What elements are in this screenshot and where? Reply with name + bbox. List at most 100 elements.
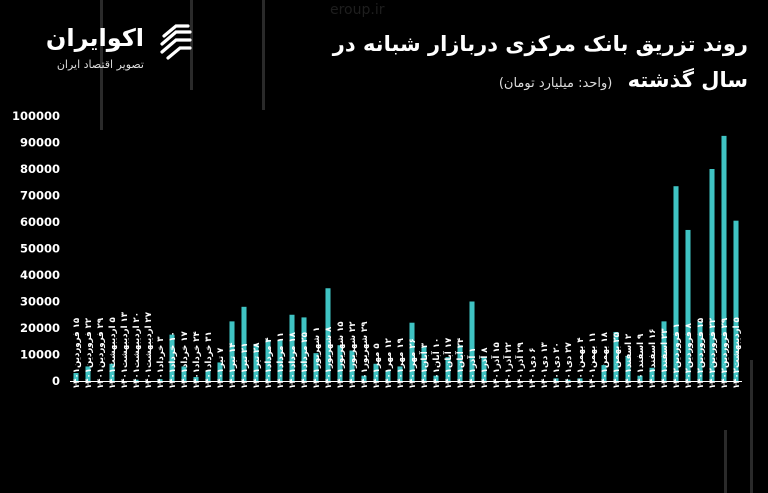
x-tick-label: ۲۷ اردیبهشت۱۴۰۱ [144,311,154,389]
x-tick-label: ۶ دی۱۴۰۱ [528,347,538,389]
y-tick-label: 90000 [20,136,60,150]
bar [709,169,715,381]
x-tick-label: ۸ آذر۱۴۰۱ [478,347,490,389]
x-tick-label: ۱۳ اردیبهشت۱۴۰۱ [120,311,130,389]
bar [649,367,655,381]
bar [733,220,739,381]
bar [157,379,163,381]
brand-logo: اکوایران تصویر اقتصاد ایران [14,16,214,76]
bar [613,331,619,381]
bar [601,365,607,381]
x-tick-label: ۴ بهمن۱۴۰۱ [576,337,586,389]
x-tick-label: ۱۵ فروردین۱۴۰۲ [696,318,706,389]
bar [169,334,175,381]
brand-mark-icon [160,24,192,60]
bar [277,339,283,381]
bar [421,346,427,381]
bar [109,363,115,381]
brand-tagline: تصویر اقتصاد ایران [56,58,144,71]
x-tick-label: ۲۵ بهمن۱۴۰۱ [612,332,622,389]
x-tick-label: ۲ اسفند۱۴۰۱ [624,333,634,389]
x-tick-label: ۱۵ فروردین۱۴۰۱ [72,318,82,389]
x-tick-label: ۵ اردیبهشت۱۴۰۲ [732,317,742,389]
bar [181,366,187,381]
x-tick-label: ۲۰ اردیبهشت۱۴۰۱ [132,312,142,389]
bar [349,350,355,381]
y-tick-label: 50000 [20,242,60,256]
watermark: eroup.ir [330,2,385,18]
y-tick-label: 60000 [20,215,60,229]
bar [565,379,571,381]
x-tick-label: ۱۱ مرداد۱۴۰۱ [276,332,286,389]
unit-note: (واحد: میلیارد تومان) [498,76,613,91]
x-tick-label: ۲۸ تیر۱۴۰۱ [252,342,262,389]
x-tick-label: ۲۹ آذر۱۴۰۱ [514,341,526,389]
bar [385,370,391,381]
x-tick-label: ۳۱ خرداد۱۴۰۱ [204,331,214,389]
x-tick-label: ۲۲ فروردین۱۴۰۱ [84,317,94,389]
x-tick-label: ۲۲ شهریور۱۴۰۱ [348,321,358,389]
chart-title-block: روند تزریق بانک مرکزی دربازار شبانه در س… [308,26,748,102]
bar [85,366,91,381]
x-tick-label: ۱۰ آبان۱۴۰۱ [430,338,442,389]
bar [373,363,379,381]
x-tick-label: ۲۶ مهر۱۴۰۱ [408,338,418,389]
bar [637,375,643,381]
bar [481,357,487,381]
x-tick-label: ۱۹ مهر۱۴۰۱ [396,337,406,389]
x-tick-label: ۲۰ دی۱۴۰۱ [552,342,562,389]
bar [325,288,331,381]
bar [397,366,403,381]
y-tick-label: 30000 [20,295,60,309]
x-tick-label: ۱ آذر۱۴۰۱ [466,347,478,389]
y-tick-label: 100000 [12,109,60,123]
x-tick-label: ۸ فروردین۱۴۰۲ [684,322,694,389]
x-tick-label: ۱۵ شهریور۱۴۰۱ [336,321,346,389]
x-tick-label: ۱۸ بهمن۱۴۰۱ [600,331,610,389]
x-tick-label: ۱۱ بهمن۱۴۰۱ [588,332,598,389]
bar [457,345,463,381]
x-tick-label: ۸ شهریور۱۴۰۱ [324,326,334,389]
x-tick-label: ۱۸ مرداد۱۴۰۱ [288,331,298,389]
y-tick-label: 80000 [20,162,60,176]
bar [265,339,271,381]
x-tick-label: ۲۲ آذر۱۴۰۱ [502,341,514,389]
bar [361,375,367,381]
bar [289,314,295,381]
bar [229,321,235,381]
y-tick-label: 20000 [20,321,60,335]
bar [469,301,475,381]
x-tick-label: ۳ آبان۱۴۰۱ [418,342,430,389]
bar [133,379,139,381]
x-tick-label: ۲۹ شهریور۱۴۰۱ [360,321,370,389]
bar [205,370,211,381]
x-tick-label: ۲۵ مرداد۱۴۰۱ [300,332,310,389]
bar [685,229,691,381]
y-tick-label: 0 [52,374,60,388]
y-tick-label: 10000 [20,348,60,362]
bar [337,345,343,381]
x-tick-label: ۵ اردیبهشت۱۴۰۱ [108,317,118,389]
bar [661,321,667,381]
bar [553,378,559,381]
x-tick-label: ۱۵ آذر۱۴۰۱ [490,342,502,389]
x-tick-label: ۱۷ خرداد۱۴۰۱ [180,330,190,389]
bar [193,377,199,381]
x-tick-label: ۱ فروردین۱۴۰۲ [672,323,682,389]
x-tick-label: ۲۴ خرداد۱۴۰۱ [192,331,202,389]
x-tick-label: ۲۹ فروردین۱۴۰۱ [96,317,106,389]
x-tick-label: ۱۳ دی۱۴۰۱ [540,341,550,389]
bar [577,378,583,381]
bar [253,343,259,381]
y-tick-label: 40000 [20,268,60,282]
bar [313,353,319,381]
x-tick-label: ۲۷ دی۱۴۰۱ [564,341,574,389]
bar [673,186,679,381]
bar [445,357,451,381]
x-tick-label: ۴ مرداد۱۴۰۱ [264,337,274,389]
x-tick-label: ۲۳ اسفند۱۴۰۱ [660,328,670,389]
x-tick-label: ۹ اسفند۱۴۰۱ [636,333,646,389]
brand-name: اکوایران [45,24,144,52]
x-tick-label: ۵ مهر۱۴۰۱ [372,343,382,389]
